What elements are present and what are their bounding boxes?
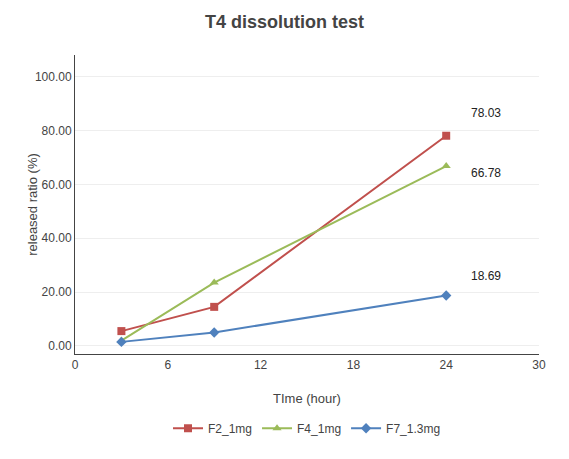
svg-text:F2_1mg: F2_1mg: [208, 422, 252, 436]
svg-text:6: 6: [164, 358, 171, 372]
svg-text:20.00: 20.00: [42, 285, 72, 299]
svg-text:66.78: 66.78: [471, 166, 501, 180]
svg-text:F7_1.3mg: F7_1.3mg: [386, 422, 440, 436]
svg-text:100.00: 100.00: [35, 70, 72, 84]
svg-text:0: 0: [72, 358, 79, 372]
svg-text:0.00: 0.00: [48, 339, 72, 353]
svg-text:40.00: 40.00: [42, 231, 72, 245]
svg-text:18.69: 18.69: [471, 269, 501, 283]
svg-text:60.00: 60.00: [42, 178, 72, 192]
svg-text:TIme (hour): TIme (hour): [273, 391, 341, 406]
svg-text:18: 18: [347, 358, 361, 372]
svg-text:12: 12: [254, 358, 268, 372]
svg-text:78.03: 78.03: [471, 106, 501, 120]
svg-text:30: 30: [532, 358, 546, 372]
svg-text:80.00: 80.00: [42, 124, 72, 138]
svg-text:24: 24: [440, 358, 454, 372]
svg-text:F4_1mg: F4_1mg: [297, 422, 341, 436]
svg-text:T4 dissolution test: T4 dissolution test: [205, 12, 364, 32]
svg-text:released ratio (%): released ratio (%): [25, 153, 40, 256]
